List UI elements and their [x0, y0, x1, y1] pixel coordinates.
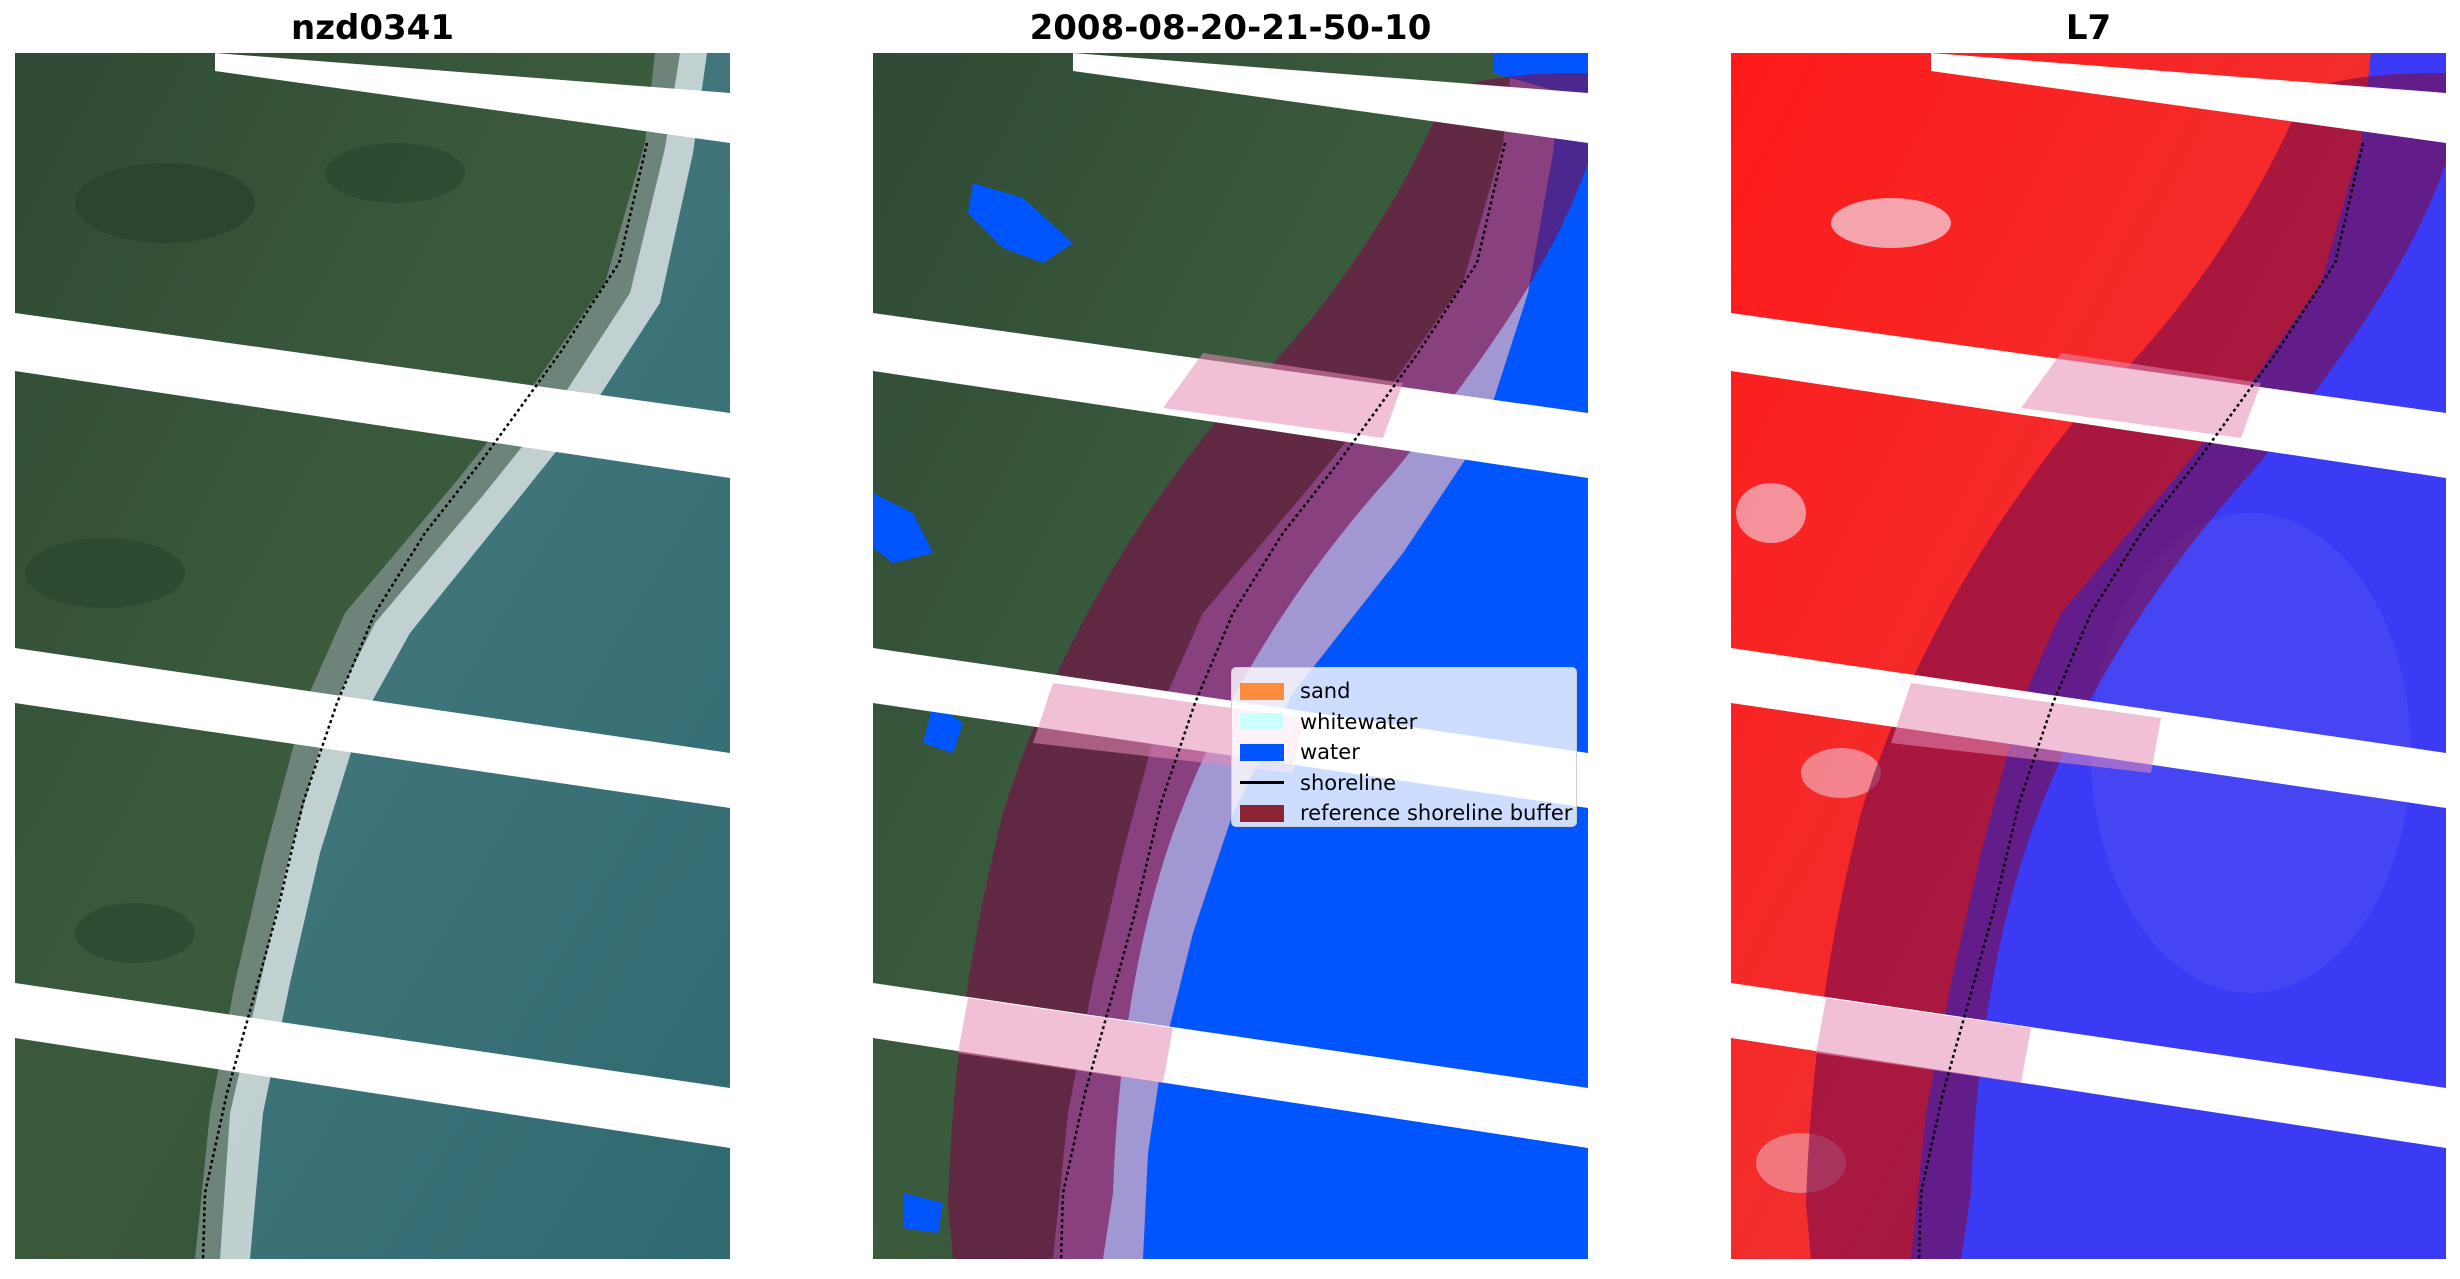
legend-item-water: water: [1232, 737, 1576, 768]
panel-title-index: L7: [2065, 8, 2112, 48]
legend-label-water: water: [1300, 740, 1360, 765]
buffer-swatch: [1240, 804, 1284, 822]
legend-item-sand: sand: [1232, 676, 1576, 707]
legend-item-whitewater: whitewater: [1232, 707, 1576, 738]
legend-item-shoreline: shoreline: [1232, 768, 1576, 799]
whitewater-swatch: [1240, 713, 1284, 731]
legend-label-buffer: reference shoreline buffer: [1300, 801, 1573, 826]
rgb-satellite-image: [15, 53, 730, 1259]
panel-title-rgb: nzd0341: [291, 8, 454, 48]
legend: sand whitewater water shoreline referenc…: [1231, 667, 1577, 827]
panel-title-classified: 2008-08-20-21-50-10: [1029, 8, 1432, 48]
legend-label-shoreline: shoreline: [1300, 770, 1397, 795]
sand-swatch: [1240, 682, 1284, 700]
water-index-image: [1731, 53, 2446, 1259]
water-swatch: [1240, 743, 1284, 761]
legend-item-buffer: reference shoreline buffer: [1232, 798, 1576, 829]
legend-label-sand: sand: [1300, 679, 1351, 704]
classified-image: [873, 53, 1588, 1259]
shoreline-line-icon: [1240, 781, 1284, 785]
legend-label-whitewater: whitewater: [1300, 709, 1418, 734]
